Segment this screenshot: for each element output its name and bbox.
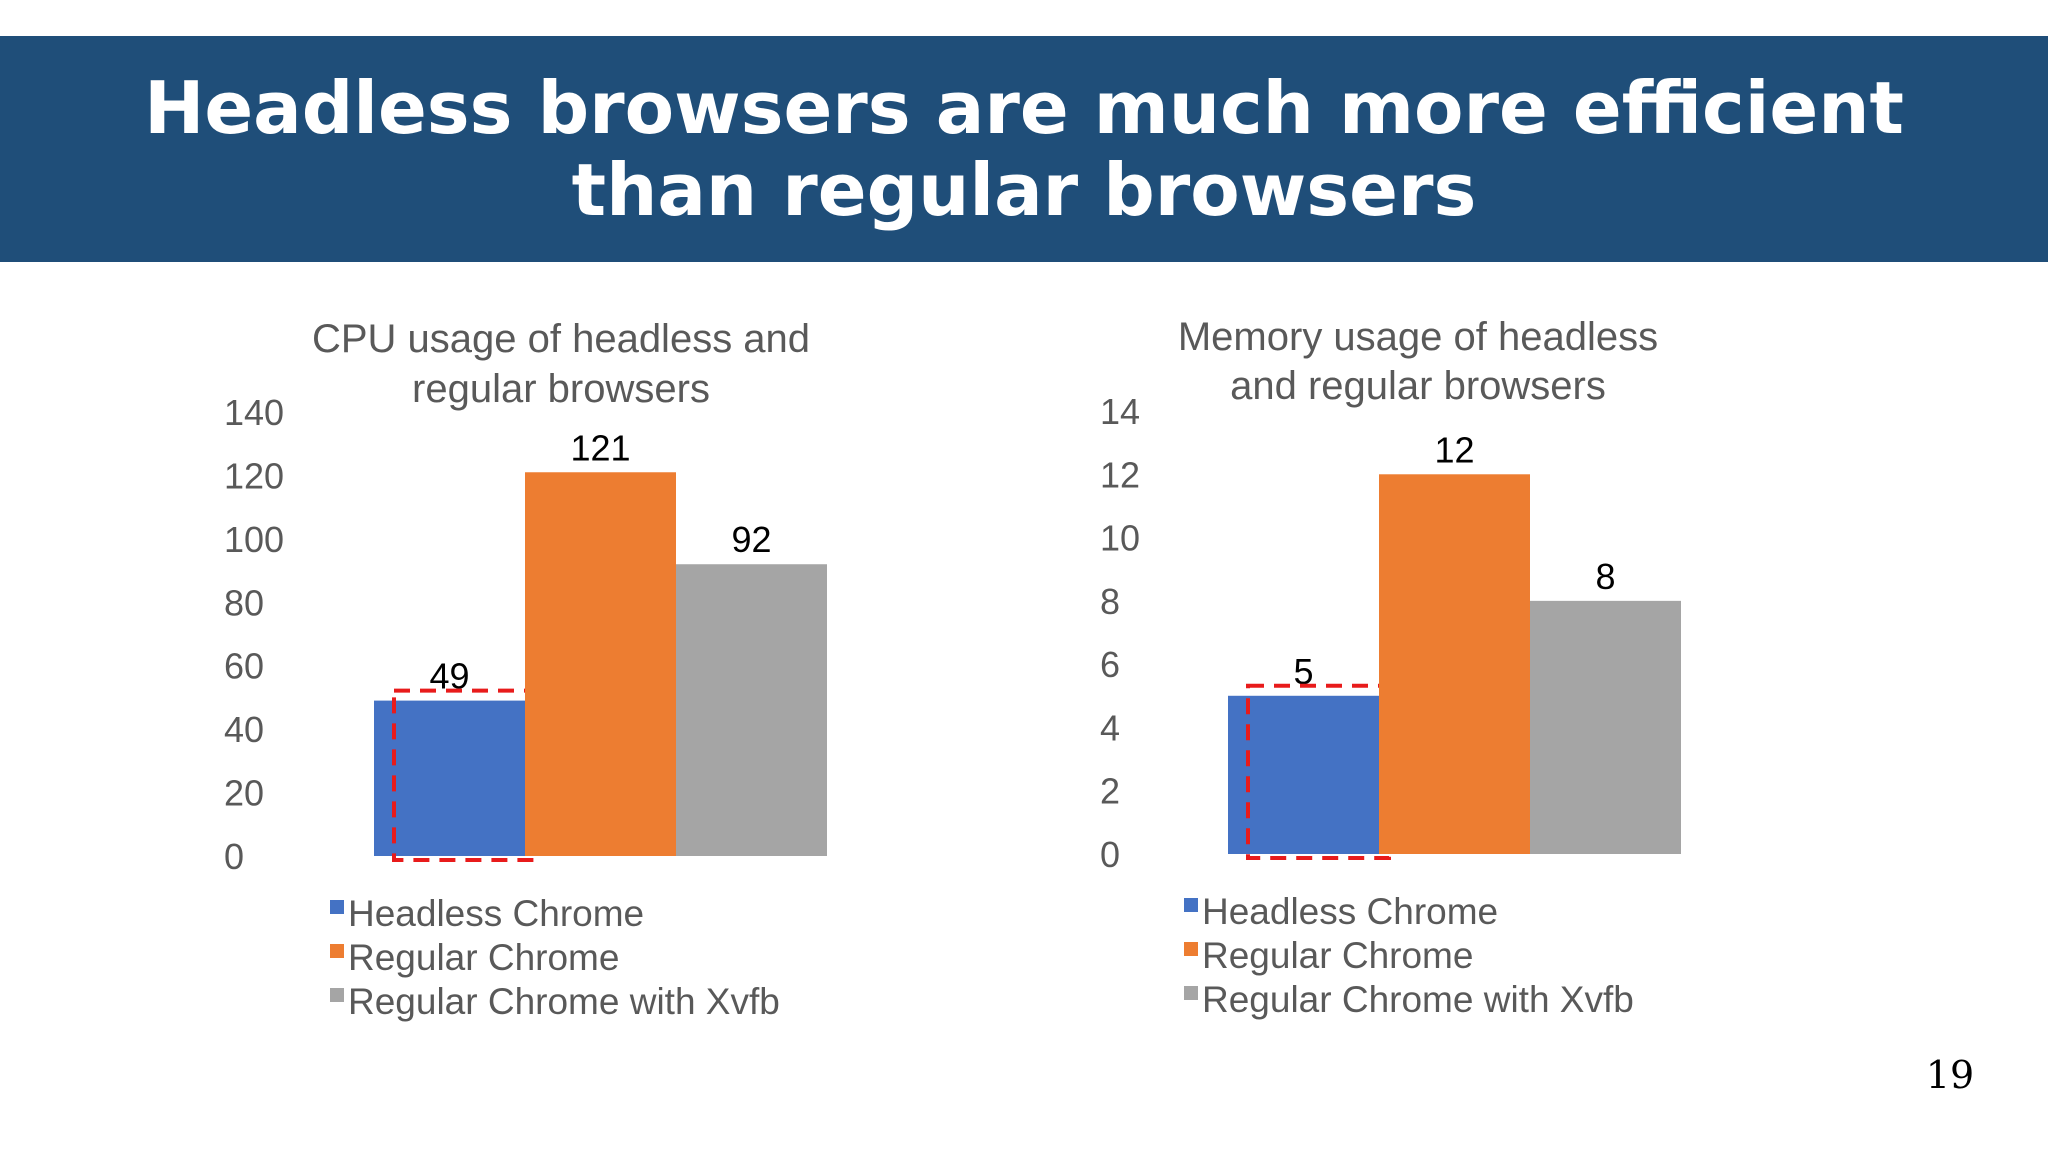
legend-label: Regular Chrome — [1202, 935, 1473, 976]
legend-swatch — [1184, 986, 1198, 1000]
legend-swatch — [330, 988, 344, 1002]
title-banner: Headless browsers are much more efficien… — [0, 36, 2048, 262]
chart-title: Memory usage of headless and regular brow… — [1178, 315, 1658, 408]
bar — [525, 472, 676, 856]
y-tick-label: 120 — [224, 455, 284, 496]
slide-title: Headless browsers are much more efficien… — [144, 66, 1904, 232]
data-label: 121 — [570, 427, 630, 468]
y-tick-label: 0 — [1100, 834, 1120, 875]
legend-swatch — [1184, 898, 1198, 912]
legend-swatch — [330, 900, 344, 914]
chart-title: CPU usage of headless and regular browser… — [312, 317, 810, 411]
chart-title-line: Memory usage of headless — [1178, 315, 1658, 359]
page-number: 19 — [1925, 1053, 1975, 1097]
legend-swatch — [1184, 942, 1198, 956]
data-label: 12 — [1434, 429, 1474, 470]
legend-label: Regular Chrome with Xvfb — [348, 981, 780, 1022]
y-tick-label: 80 — [224, 582, 264, 623]
data-label: 8 — [1595, 556, 1615, 597]
y-tick-label: 10 — [1100, 518, 1140, 559]
legend-swatch — [330, 944, 344, 958]
bar — [1379, 474, 1530, 854]
bar — [676, 564, 827, 856]
legend-label: Headless Chrome — [348, 893, 644, 934]
y-tick-label: 14 — [1100, 391, 1140, 432]
chart-title-line: CPU usage of headless and — [312, 317, 810, 361]
y-tick-label: 12 — [1100, 454, 1140, 495]
charts-area: CPU usage of headless and regular browser… — [224, 315, 1681, 1022]
chart-title-line: and regular browsers — [1230, 364, 1606, 408]
top-strip — [0, 0, 2048, 36]
legend-label: Regular Chrome with Xvfb — [1202, 979, 1634, 1020]
y-tick-label: 140 — [224, 392, 284, 433]
chart-title-line: regular browsers — [412, 367, 710, 411]
data-label: 92 — [731, 519, 771, 560]
y-tick-label: 20 — [224, 773, 264, 814]
legend-label: Regular Chrome — [348, 937, 619, 978]
y-tick-label: 2 — [1100, 771, 1120, 812]
y-tick-label: 0 — [224, 836, 244, 877]
y-tick-label: 8 — [1100, 581, 1120, 622]
y-tick-label: 4 — [1100, 707, 1120, 748]
cpu-usage-chart: CPU usage of headless and regular browser… — [224, 317, 827, 1022]
legend-label: Headless Chrome — [1202, 891, 1498, 932]
bar — [1228, 695, 1379, 854]
y-tick-label: 60 — [224, 646, 264, 687]
bar — [1530, 600, 1681, 854]
y-tick-label: 40 — [224, 709, 264, 750]
bar — [374, 700, 525, 856]
y-tick-label: 6 — [1100, 644, 1120, 685]
y-tick-label: 100 — [224, 519, 284, 560]
memory-usage-chart: Memory usage of headless and regular brow… — [1100, 315, 1681, 1020]
data-label: 5 — [1293, 651, 1313, 692]
